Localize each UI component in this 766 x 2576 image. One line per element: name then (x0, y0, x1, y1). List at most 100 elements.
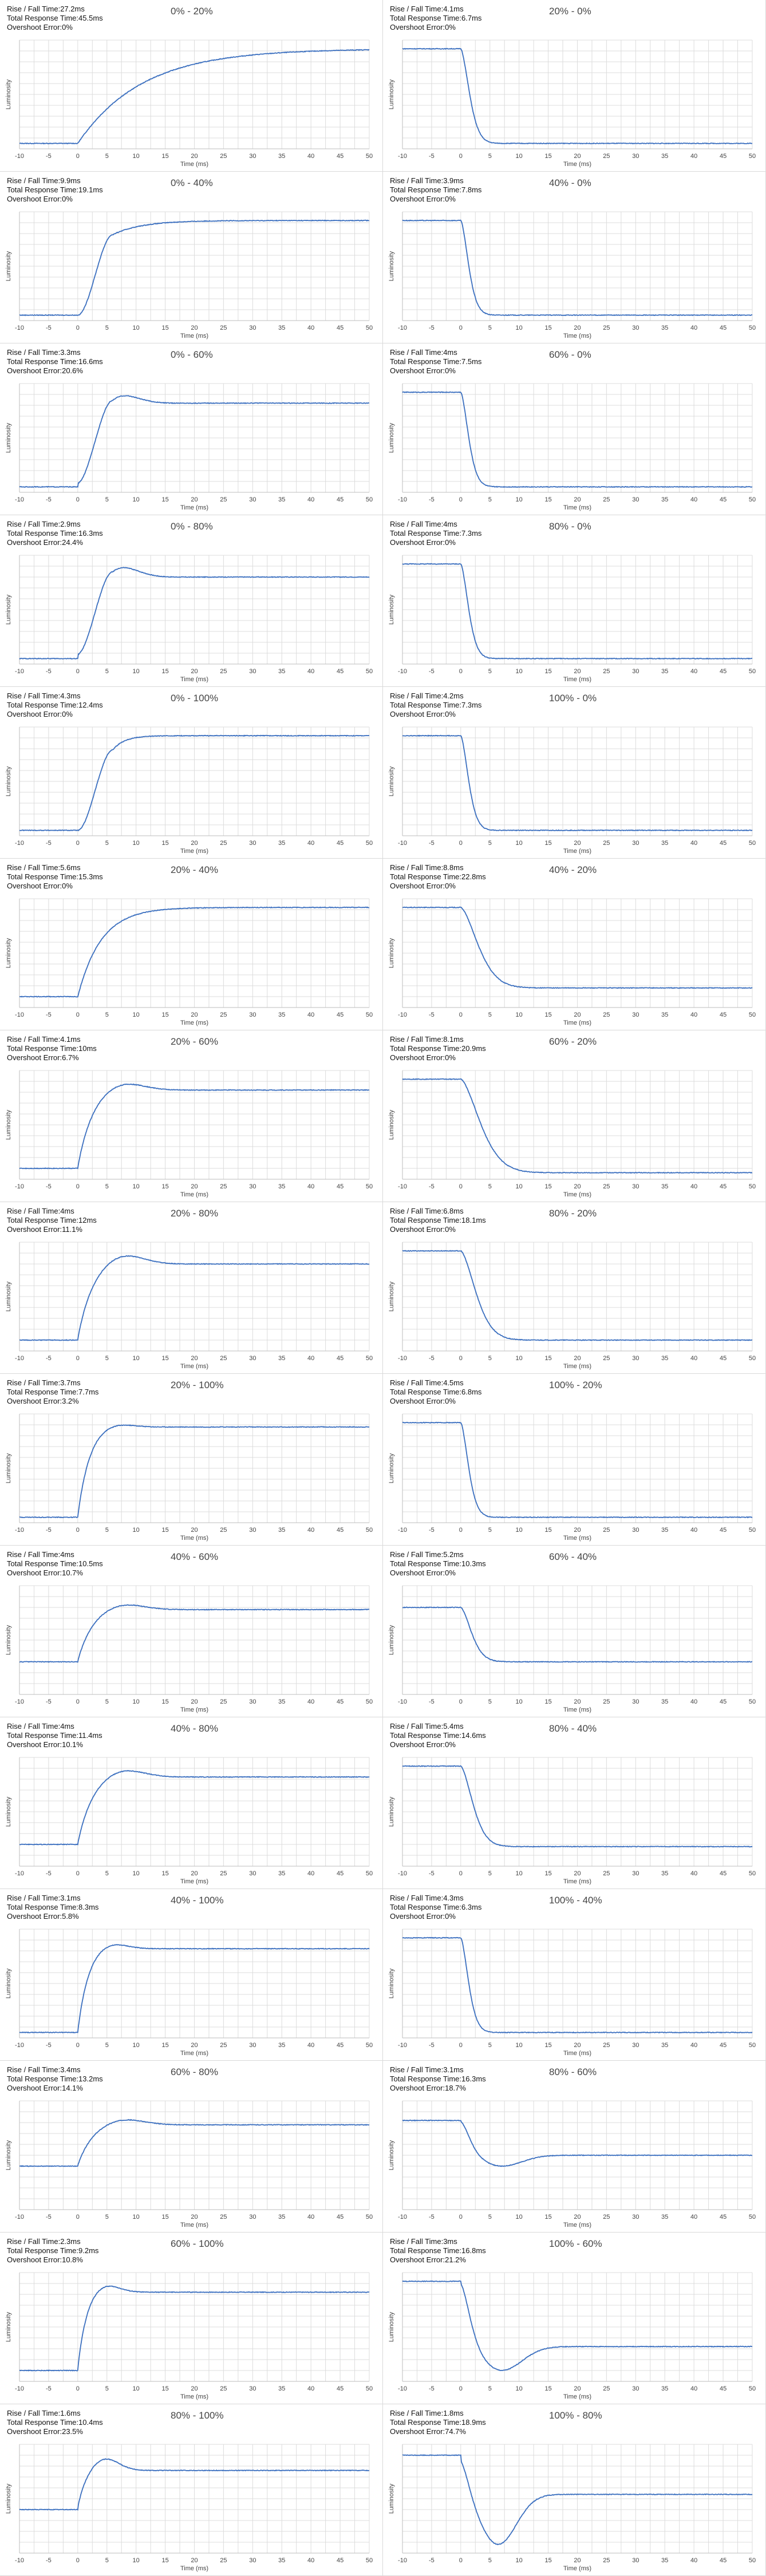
luminosity-chart: -10 -5 0 5 10 15 20 25 30 35 40 45 50 Time (ms) Lumino… (388, 1929, 756, 2057)
x-tick-label: 15 (161, 1012, 168, 1018)
total-response-time-value: 19.1ms (78, 185, 103, 194)
total-response-time-label: Total Response Time: (7, 2246, 79, 2255)
x-tick-label: -10 (398, 2385, 407, 2392)
luminosity-series-line (19, 906, 370, 998)
x-tick-label: 45 (720, 2214, 726, 2221)
x-tick-label: 15 (161, 496, 168, 503)
y-axis-label: Luminosity (5, 251, 12, 281)
overshoot-error-label: Overshoot Error: (390, 195, 445, 203)
luminosity-series-line (402, 219, 753, 317)
y-axis-label: Luminosity (388, 79, 395, 109)
total-response-time-value: 7.7ms (78, 1388, 99, 1396)
total-response-time: Total Response Time:22.8ms (390, 872, 486, 882)
chart-panel: Rise / Fall Time:3ms Total Response Time:… (383, 2233, 766, 2404)
luminosity-series-line (402, 1937, 753, 2034)
rise-fall-time: Rise / Fall Time:8.1ms (390, 1035, 486, 1044)
total-response-time-value: 13.2ms (78, 2075, 103, 2083)
x-tick-label: 50 (749, 2214, 756, 2221)
total-response-time: Total Response Time:8.3ms (7, 1903, 98, 1912)
rise-fall-time: Rise / Fall Time:3.9ms (390, 176, 481, 185)
rise-fall-time-label: Rise / Fall Time: (7, 1722, 61, 1730)
y-axis-label: Luminosity (5, 938, 12, 968)
chart-title: 60% - 100% (171, 2238, 224, 2249)
x-tick-label: 30 (249, 153, 256, 160)
x-tick-label: 50 (366, 2385, 373, 2392)
chart-panel: Rise / Fall Time:3.3ms Total Response Tim… (0, 343, 383, 515)
overshoot-error-label: Overshoot Error: (390, 1225, 445, 1234)
rise-fall-time-label: Rise / Fall Time: (7, 1207, 61, 1215)
luminosity-series-line (402, 2119, 753, 2167)
total-response-time: Total Response Time:6.8ms (390, 1388, 481, 1397)
x-axis-label: Time (ms) (180, 676, 208, 683)
rise-fall-time-value: 9.9ms (60, 176, 81, 185)
overshoot-error: Overshoot Error:0% (390, 538, 481, 547)
x-tick-label: -5 (429, 668, 435, 675)
luminosity-chart: -10 -5 0 5 10 15 20 25 30 35 40 45 50 Time (ms) Lumino… (388, 726, 756, 855)
chart-panel: Rise / Fall Time:5.2ms Total Response Tim… (383, 1546, 766, 1717)
total-response-time-label: Total Response Time: (390, 1216, 462, 1224)
luminosity-series-line (19, 1255, 370, 1341)
x-axis-label: Time (ms) (563, 848, 591, 855)
rise-fall-time-value: 4ms (60, 1207, 74, 1215)
chart-panel: Rise / Fall Time:3.1ms Total Response Tim… (0, 1889, 383, 2061)
total-response-time-label: Total Response Time: (7, 14, 79, 22)
total-response-time-value: 15.3ms (78, 872, 103, 881)
x-tick-label: -5 (429, 1870, 435, 1877)
overshoot-error-value: 0% (445, 195, 456, 203)
rise-fall-time-value: 4.1ms (443, 5, 464, 13)
rise-fall-time-label: Rise / Fall Time: (7, 2237, 61, 2246)
response-stats: Rise / Fall Time:3.4ms Total Response Tim… (7, 2065, 103, 2093)
luminosity-chart: -10 -5 0 5 10 15 20 25 30 35 40 45 50 Time (ms) Lumino… (5, 2272, 373, 2400)
luminosity-chart: -10 -5 0 5 10 15 20 25 30 35 40 45 50 Time (ms) Lumino… (388, 1413, 756, 1542)
x-tick-label: 0 (459, 840, 463, 847)
rise-fall-time: Rise / Fall Time:4.5ms (390, 1378, 481, 1388)
x-tick-label: 20 (574, 1527, 581, 1534)
chart-title: 80% - 40% (549, 1723, 597, 1734)
rise-fall-time: Rise / Fall Time:4ms (7, 1550, 103, 1559)
rise-fall-time: Rise / Fall Time:3.4ms (7, 2065, 103, 2075)
overshoot-error: Overshoot Error:23.5% (7, 2427, 103, 2436)
x-tick-label: 35 (278, 1355, 285, 1362)
x-tick-label: 35 (661, 153, 668, 160)
x-tick-label: 45 (720, 668, 726, 675)
overshoot-error: Overshoot Error:14.1% (7, 2084, 103, 2093)
response-stats: Rise / Fall Time:2.3ms Total Response Tim… (7, 2237, 98, 2265)
rise-fall-time: Rise / Fall Time:1.6ms (7, 2409, 103, 2418)
x-axis-label: Time (ms) (180, 2565, 208, 2572)
chart-title: 80% - 20% (549, 1208, 597, 1219)
total-response-time: Total Response Time:14.6ms (390, 1731, 486, 1740)
rise-fall-time: Rise / Fall Time:4.1ms (390, 5, 481, 14)
x-tick-label: 25 (220, 325, 227, 331)
x-tick-label: 25 (220, 496, 227, 503)
luminosity-series-line (402, 563, 753, 660)
x-tick-label: 35 (661, 840, 668, 847)
x-tick-label: -5 (429, 2042, 435, 2049)
x-tick-label: 35 (661, 2557, 668, 2564)
chart-panel: Rise / Fall Time:4.1ms Total Response Tim… (0, 1030, 383, 1202)
rise-fall-time-label: Rise / Fall Time: (390, 1378, 444, 1387)
total-response-time-value: 6.8ms (461, 1388, 482, 1396)
x-tick-label: 50 (366, 325, 373, 331)
y-axis-label: Luminosity (388, 2312, 395, 2342)
x-tick-label: 40 (307, 2557, 314, 2564)
x-tick-label: 30 (249, 668, 256, 675)
response-stats: Rise / Fall Time:4.1ms Total Response Tim… (390, 5, 481, 32)
chart-panel: Rise / Fall Time:8.1ms Total Response Tim… (383, 1030, 766, 1202)
x-axis-label: Time (ms) (180, 1191, 208, 1198)
total-response-time-value: 12ms (78, 1216, 97, 1224)
x-tick-label: 15 (544, 2385, 551, 2392)
overshoot-error: Overshoot Error:0% (390, 1225, 486, 1234)
x-tick-label: 25 (220, 2042, 227, 2049)
x-tick-label: 5 (105, 1698, 109, 1705)
x-tick-label: 0 (459, 2557, 463, 2564)
x-tick-label: 30 (632, 1183, 639, 1190)
luminosity-chart: -10 -5 0 5 10 15 20 25 30 35 40 45 50 Time (ms) Lumino… (388, 211, 756, 339)
chart-title: 60% - 20% (549, 1036, 597, 1047)
x-tick-label: 50 (366, 1355, 373, 1362)
total-response-time-value: 10.5ms (78, 1559, 103, 1568)
response-stats: Rise / Fall Time:4.5ms Total Response Tim… (390, 1378, 481, 1406)
response-stats: Rise / Fall Time:4ms Total Response Time:… (7, 1207, 97, 1234)
y-axis-label: Luminosity (388, 766, 395, 796)
x-tick-label: 30 (632, 153, 639, 160)
overshoot-error-value: 21.2% (445, 2255, 466, 2264)
